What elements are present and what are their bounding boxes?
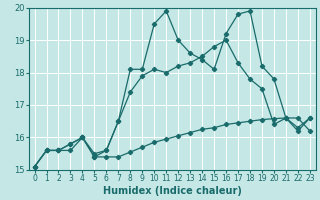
X-axis label: Humidex (Indice chaleur): Humidex (Indice chaleur) xyxy=(103,186,242,196)
